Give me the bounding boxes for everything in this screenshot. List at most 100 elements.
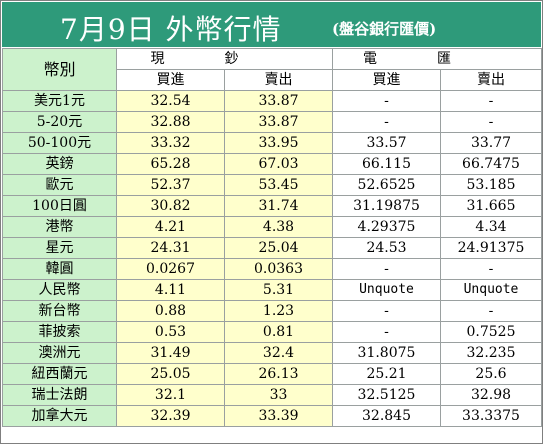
cash-sell-value: 33.87	[224, 111, 333, 133]
wire-buy-value: 31.8075	[332, 342, 441, 364]
cash-buy-value: 32.39	[116, 405, 225, 427]
wire-buy-value: Unquote	[332, 279, 441, 301]
cash-group-header: 現鈔	[116, 48, 333, 70]
wire-buy-value: 52.6525	[332, 174, 441, 196]
table-row: 新台幣 0.88 1.23- -	[2, 300, 542, 322]
currency-name: 50-100元	[2, 132, 117, 154]
wire-group-header: 電匯	[332, 48, 542, 70]
table-row: 澳洲元 31.49 32.4 31.8075 32.235	[2, 342, 542, 364]
table-row: 歐元 52.37 53.45 52.6525 53.185	[2, 174, 542, 196]
currency-name: 5-20元	[2, 111, 117, 133]
wire-buy-value: -	[332, 321, 441, 343]
table-row: 5-20元 32.88 33.87- -	[2, 111, 542, 133]
title-bar: 7月9日 外幣行情 (盤谷銀行匯價)	[2, 2, 541, 47]
cash-buy-value: 65.28	[116, 153, 225, 175]
cash-buy-value: 25.05	[116, 363, 225, 385]
cash-sell-value: 4.38	[224, 216, 333, 238]
wire-sell-value: 24.91375	[440, 237, 542, 259]
wire-sell-value: 53.185	[440, 174, 542, 196]
table-row: 菲披索 0.53 0.81-0.7525	[2, 321, 542, 343]
table-row: 50-100元 33.32 33.95 33.57 33.77	[2, 132, 542, 154]
wire-sell-value: 32.98	[440, 384, 542, 406]
cash-buy-value: 0.0267	[116, 258, 225, 280]
currency-name: 澳洲元	[2, 342, 117, 364]
wire-buy-value: 32.5125	[332, 384, 441, 406]
currency-name: 星元	[2, 237, 117, 259]
cash-sell-value: 5.31	[224, 279, 333, 301]
currency-name: 菲披索	[2, 321, 117, 343]
wire-buy-value: 24.53	[332, 237, 441, 259]
source-label: (盤谷銀行匯價)	[332, 20, 437, 38]
wire-sell-value: -	[440, 90, 542, 112]
cash-buy-value: 0.53	[116, 321, 225, 343]
cash-sell-value: 33.39	[224, 405, 333, 427]
wire-buy-value: -	[332, 111, 441, 133]
wire-sell-value: 32.235	[440, 342, 542, 364]
currency-name: 英鎊	[2, 153, 117, 175]
currency-name: 美元1元	[2, 90, 117, 112]
wire-sell-value: 25.6	[440, 363, 542, 385]
cash-buy-header: 買進	[116, 69, 225, 91]
table-row: 瑞士法朗 32.1 33 32.5125 32.98	[2, 384, 542, 406]
table-row: 100日圓 30.82 31.74 31.19875 31.665	[2, 195, 542, 217]
currency-header: 幣別	[2, 48, 117, 91]
cash-buy-value: 52.37	[116, 174, 225, 196]
wire-sell-value: 66.7475	[440, 153, 542, 175]
rate-rows: 美元1元 32.54 33.87- -5-20元 32.88 33.87- -50-100元…	[2, 90, 542, 427]
cash-buy-value: 30.82	[116, 195, 225, 217]
wire-sell-value: -	[440, 300, 542, 322]
wire-buy-header: 買進	[332, 69, 441, 91]
cash-sell-value: 53.45	[224, 174, 333, 196]
wire-buy-value: 31.19875	[332, 195, 441, 217]
wire-buy-value: 25.21	[332, 363, 441, 385]
cash-sell-header: 賣出	[224, 69, 333, 91]
currency-name: 人民幣	[2, 279, 117, 301]
cash-sell-value: 31.74	[224, 195, 333, 217]
cash-buy-value: 32.54	[116, 90, 225, 112]
exchange-rate-table: 幣別 現鈔 電匯 買進 賣出 買進 賣出 美元1元 32.54 33.87- -5-2…	[2, 48, 542, 427]
currency-name: 紐西蘭元	[2, 363, 117, 385]
currency-name: 加拿大元	[2, 405, 117, 427]
wire-buy-value: 4.29375	[332, 216, 441, 238]
wire-buy-value: 66.115	[332, 153, 441, 175]
wire-buy-value: 32.845	[332, 405, 441, 427]
table-row: 港幣 4.21 4.38 4.29375 4.34	[2, 216, 542, 238]
wire-buy-value: -	[332, 90, 441, 112]
cash-sell-value: 26.13	[224, 363, 333, 385]
table-row: 美元1元 32.54 33.87- -	[2, 90, 542, 112]
currency-name: 新台幣	[2, 300, 117, 322]
cash-sell-value: 1.23	[224, 300, 333, 322]
currency-name: 歐元	[2, 174, 117, 196]
cash-sell-value: 0.0363	[224, 258, 333, 280]
table-row: 紐西蘭元 25.05 26.13 25.21 25.6	[2, 363, 542, 385]
wire-sell-value: 0.7525	[440, 321, 542, 343]
wire-sell-value: -	[440, 111, 542, 133]
currency-name: 港幣	[2, 216, 117, 238]
table-row: 韓圓 0.0267 0.0363- -	[2, 258, 542, 280]
table-row: 人民幣 4.11 5.31 Unquote Unquote	[2, 279, 542, 301]
cash-buy-value: 4.21	[116, 216, 225, 238]
wire-sell-value: Unquote	[440, 279, 542, 301]
cash-buy-value: 4.11	[116, 279, 225, 301]
cash-sell-value: 33.95	[224, 132, 333, 154]
cash-buy-value: 0.88	[116, 300, 225, 322]
cash-sell-value: 32.4	[224, 342, 333, 364]
wire-sell-value: 31.665	[440, 195, 542, 217]
cash-buy-value: 32.1	[116, 384, 225, 406]
cash-sell-value: 0.81	[224, 321, 333, 343]
cash-buy-value: 33.32	[116, 132, 225, 154]
cash-buy-value: 32.88	[116, 111, 225, 133]
cash-sell-value: 25.04	[224, 237, 333, 259]
cash-sell-value: 33	[224, 384, 333, 406]
currency-name: 瑞士法朗	[2, 384, 117, 406]
currency-name: 100日圓	[2, 195, 117, 217]
wire-sell-value: 33.77	[440, 132, 542, 154]
wire-sell-value: 4.34	[440, 216, 542, 238]
cash-sell-value: 67.03	[224, 153, 333, 175]
wire-sell-header: 賣出	[440, 69, 542, 91]
cash-buy-value: 24.31	[116, 237, 225, 259]
table-row: 加拿大元 32.39 33.39 32.845 33.3375	[2, 405, 542, 427]
wire-buy-value: -	[332, 258, 441, 280]
page-title: 7月9日 外幣行情	[60, 13, 282, 46]
